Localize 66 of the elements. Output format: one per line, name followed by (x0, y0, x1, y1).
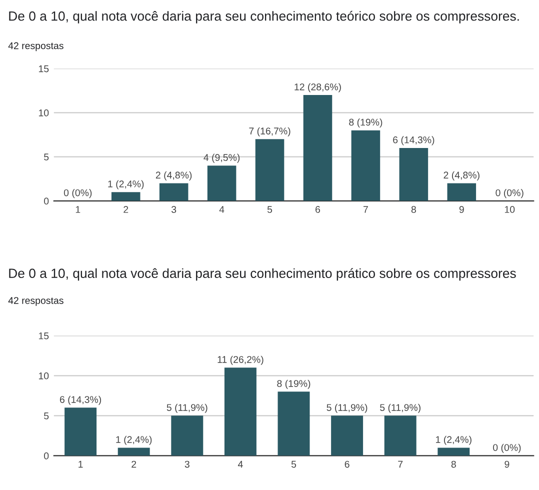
data-label: 1 (2,4%) (116, 436, 152, 445)
x-tick-label: 5 (267, 206, 272, 213)
bar (255, 139, 284, 201)
x-tick-label: 4 (219, 206, 224, 213)
x-tick-label: 2 (132, 460, 136, 468)
data-label: 4 (9,5%) (204, 154, 240, 163)
y-tick-label: 0 (44, 198, 49, 205)
bar (159, 183, 188, 201)
x-tick-label: 8 (411, 206, 416, 213)
x-tick-label: 1 (78, 460, 83, 468)
x-tick-label: 9 (459, 206, 464, 213)
chart-subtitle: 42 respostas (8, 297, 64, 306)
data-label: 5 (11,9%) (380, 404, 420, 413)
chart-subtitle: 42 respostas (8, 42, 64, 52)
x-tick-label: 8 (451, 460, 456, 468)
bar (399, 148, 428, 201)
data-label: 1 (2,4%) (108, 180, 144, 190)
x-tick-label: 9 (504, 460, 510, 468)
chart-title: De 0 a 10, qual nota você daria para seu conhecimento teórico sobre os compressores. (9, 10, 519, 24)
data-label: 8 (19%) (349, 118, 382, 128)
y-tick-label: 10 (38, 372, 49, 380)
data-label: 7 (16,7%) (249, 127, 290, 136)
data-label: 0 (0%) (64, 189, 92, 198)
data-label: 0 (0%) (496, 189, 524, 198)
bar (224, 368, 256, 456)
x-tick-label: 6 (344, 460, 350, 468)
y-tick-label: 15 (38, 65, 49, 72)
x-tick-label: 3 (184, 460, 190, 468)
data-label: 5 (11,9%) (166, 404, 208, 413)
y-tick-label: 0 (44, 452, 49, 460)
chart-title: De 0 a 10, qual nota você daria para seu conhecimento prático sobre os compressores (9, 268, 516, 281)
data-label: 1 (2,4%) (436, 436, 472, 445)
bar (171, 416, 204, 456)
data-label: 6 (14,3%) (393, 136, 434, 146)
bar (118, 448, 150, 456)
x-tick-label: 7 (398, 460, 403, 468)
bar (384, 416, 416, 456)
bar (303, 95, 332, 201)
data-label: 12 (28,6%) (294, 83, 341, 92)
x-tick-label: 1 (76, 206, 80, 213)
bar (207, 166, 236, 201)
data-label: 2 (4,8%) (156, 171, 192, 180)
bar (351, 130, 380, 201)
bar (278, 392, 310, 456)
bar (64, 408, 97, 456)
data-label: 2 (4,8%) (444, 171, 480, 180)
data-label: 6 (14,3%) (60, 396, 102, 405)
x-tick-label: 5 (291, 460, 296, 468)
data-label: 5 (11,9%) (326, 404, 368, 413)
bar (438, 448, 470, 456)
y-tick-label: 15 (38, 332, 49, 340)
y-tick-label: 5 (44, 412, 49, 420)
x-tick-label: 3 (171, 206, 176, 213)
data-label: 0 (0%) (493, 444, 521, 453)
data-label: 8 (19%) (277, 380, 310, 389)
y-tick-label: 5 (44, 154, 49, 160)
bar (447, 183, 476, 201)
y-tick-label: 10 (38, 109, 49, 116)
bar (111, 192, 140, 201)
x-tick-label: 4 (238, 460, 243, 468)
data-label: 11 (26,2%) (218, 356, 264, 365)
bar (331, 416, 364, 456)
x-tick-label: 6 (316, 206, 320, 213)
x-tick-label: 10 (504, 206, 515, 213)
x-tick-label: 2 (124, 206, 128, 213)
x-tick-label: 7 (364, 206, 368, 213)
